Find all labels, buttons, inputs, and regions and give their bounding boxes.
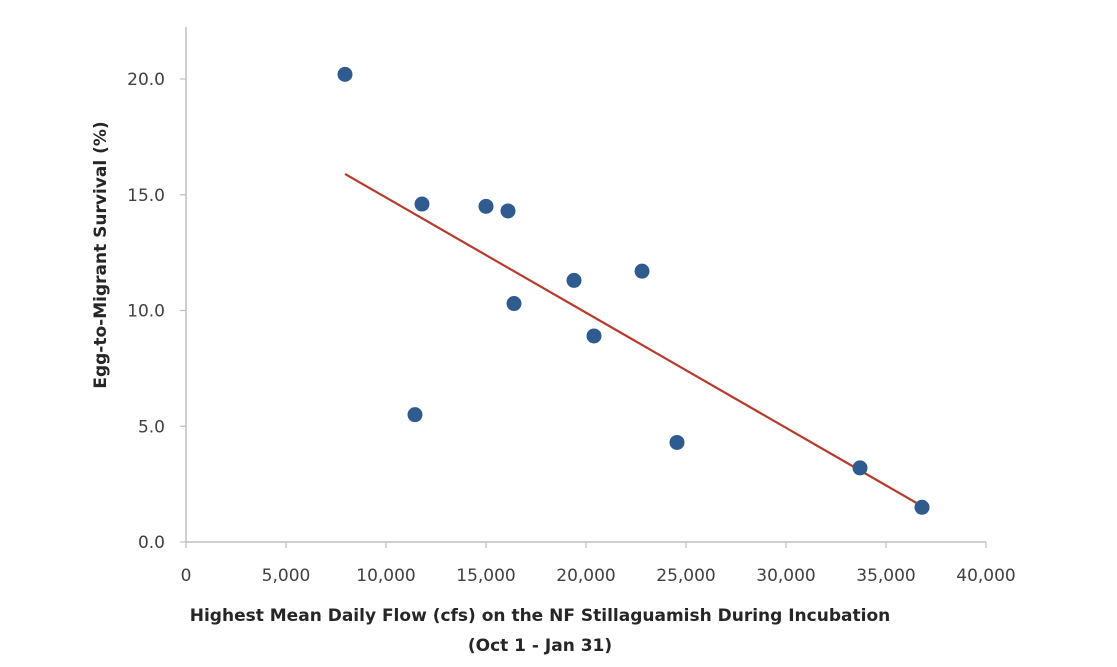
data-point	[914, 499, 930, 515]
x-axis-title: Highest Mean Daily Flow (cfs) on the NF …	[190, 606, 890, 626]
x-axis-title-line2: (Oct 1 - Jan 31)	[468, 636, 612, 656]
data-point	[500, 203, 516, 219]
x-tick-label: 15,000	[456, 566, 515, 586]
trendline-group	[344, 172, 923, 508]
y-tick-label: 5.0	[138, 417, 165, 437]
data-point	[414, 196, 430, 212]
data-points	[337, 66, 930, 515]
data-point	[852, 460, 868, 476]
data-point	[586, 328, 602, 344]
axes: 0.0 5.0 10.0 15.0 20.0 0 5,000 10,000 15,000 20,0…	[127, 27, 1016, 586]
x-tick-label: 0	[181, 566, 192, 586]
y-tick-label: 0.0	[138, 533, 165, 553]
y-tick-label: 15.0	[127, 186, 165, 206]
x-tick-label: 25,000	[656, 566, 715, 586]
data-point	[478, 198, 494, 214]
x-tick-label: 40,000	[956, 566, 1015, 586]
trendline	[344, 172, 923, 508]
x-tick-label: 20,000	[556, 566, 615, 586]
x-tick-label: 10,000	[356, 566, 415, 586]
y-tick-label: 20.0	[127, 70, 165, 90]
data-point	[337, 66, 353, 82]
y-axis-title: Egg-to-Migrant Survival (%)	[91, 121, 111, 388]
y-tick-label: 10.0	[127, 302, 165, 322]
data-point	[634, 263, 650, 279]
data-point	[566, 272, 582, 288]
x-tick-label: 5,000	[262, 566, 311, 586]
x-tick-label: 30,000	[756, 566, 815, 586]
x-tick-label: 35,000	[856, 566, 915, 586]
data-point	[506, 296, 522, 312]
data-point	[669, 434, 685, 450]
data-point	[407, 407, 423, 423]
